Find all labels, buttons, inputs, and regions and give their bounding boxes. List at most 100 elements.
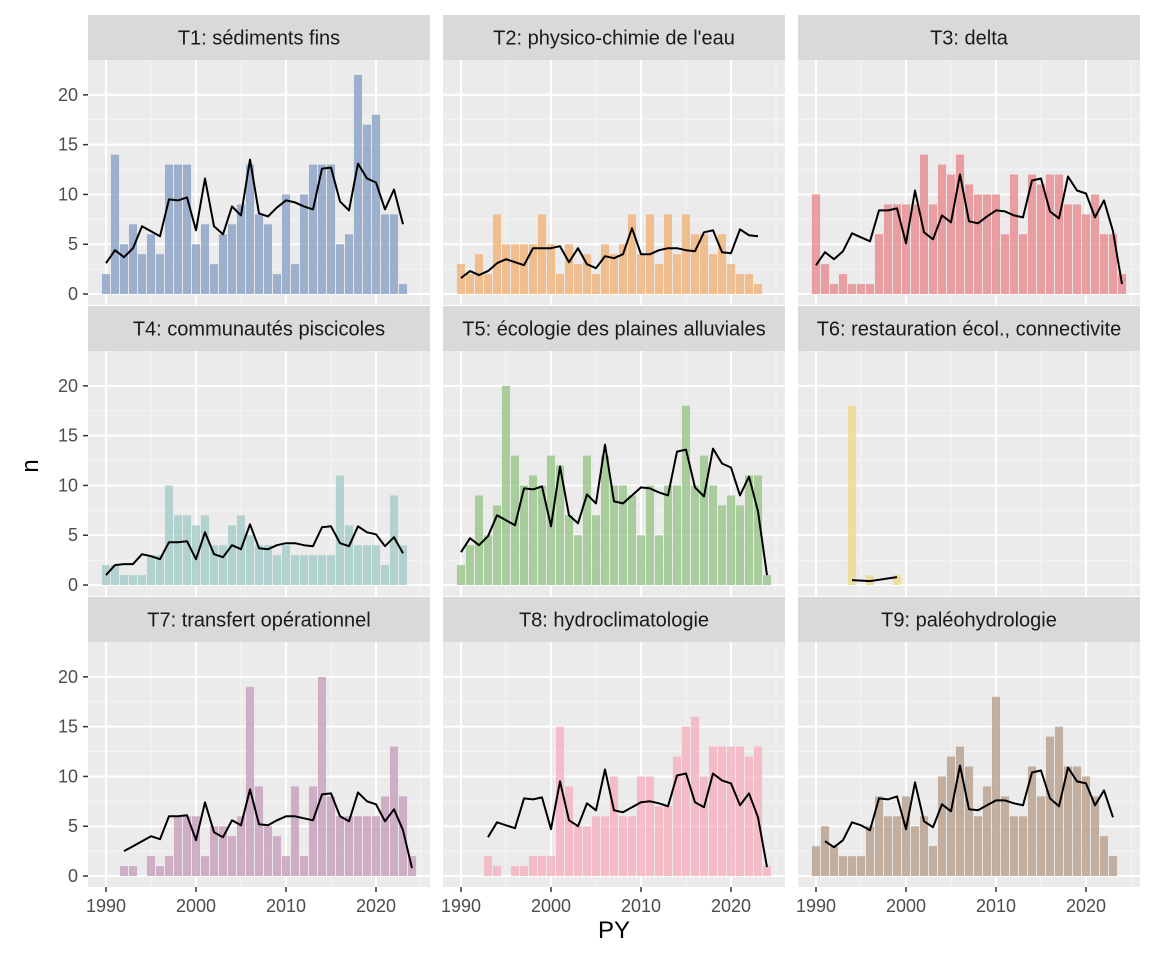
bar [299, 555, 309, 586]
bar [546, 244, 556, 295]
bar [1099, 234, 1109, 295]
bar [335, 816, 345, 877]
bar [110, 154, 120, 295]
bar [892, 204, 902, 295]
facet-strip [798, 597, 1140, 642]
bar [690, 485, 700, 586]
x-tick-label: 1990 [86, 896, 126, 916]
bar [465, 274, 475, 295]
bar [1027, 174, 1037, 295]
bar [254, 214, 264, 295]
trend-line [487, 768, 768, 868]
bar [919, 816, 929, 877]
facet-title: T4: communautés piscicoles [133, 319, 385, 341]
bar [209, 545, 219, 586]
x-tick-label: 2010 [621, 896, 661, 916]
bar [155, 866, 165, 877]
bar [380, 565, 390, 586]
bar [591, 816, 601, 877]
bar [865, 575, 875, 586]
bar [865, 826, 875, 877]
facet-panel: T4: communautés piscicoles 0 5 10 15 20 [58, 306, 430, 596]
bar [609, 254, 619, 295]
bar [236, 816, 246, 877]
bar [564, 515, 574, 586]
bar [344, 234, 354, 295]
facet-panel: T3: delta [798, 15, 1140, 305]
bar [290, 264, 300, 295]
bar [645, 776, 655, 877]
bar [1099, 836, 1109, 877]
bar [627, 214, 637, 295]
y-tick-label: 20 [58, 376, 78, 396]
bar [982, 786, 992, 877]
bar [618, 816, 628, 877]
bar [272, 555, 282, 586]
bar [290, 786, 300, 877]
bar [609, 776, 619, 877]
bar [353, 816, 363, 877]
bar [699, 455, 709, 586]
bar [1081, 214, 1091, 295]
bar [991, 194, 1001, 295]
x-tick-label: 2010 [266, 896, 306, 916]
bar [564, 786, 574, 877]
facet-strip [88, 306, 430, 351]
bar [829, 846, 839, 877]
bar [299, 194, 309, 295]
bar [191, 816, 201, 877]
bar [856, 284, 866, 295]
bar [829, 284, 839, 295]
bar [164, 856, 174, 877]
bar [456, 565, 466, 586]
bar [1054, 174, 1064, 295]
bar [1036, 184, 1046, 295]
bar [317, 676, 327, 877]
bar [600, 244, 610, 295]
bar [618, 485, 628, 586]
bar [892, 575, 902, 586]
bar [263, 545, 273, 586]
bar [937, 164, 947, 295]
bar [510, 455, 520, 586]
bar [101, 274, 111, 295]
bar [1108, 234, 1118, 295]
bar [582, 254, 592, 295]
bar [600, 816, 610, 877]
bar [636, 535, 646, 586]
bar [164, 164, 174, 295]
bar [182, 816, 192, 877]
bar [874, 234, 884, 295]
bar [209, 264, 219, 295]
bar [753, 746, 763, 877]
bar [209, 826, 219, 877]
facet-title: T7: transfert opérationnel [147, 610, 370, 632]
bar [654, 264, 664, 295]
y-axis-title: n [17, 459, 44, 472]
bar [281, 545, 291, 586]
bar [600, 455, 610, 586]
facet-title: T9: paléohydrologie [881, 610, 1057, 632]
bar [717, 746, 727, 877]
facet-strip [798, 306, 1140, 351]
bar [1072, 204, 1082, 295]
bar [811, 846, 821, 877]
facet-strip [88, 15, 430, 60]
bar [380, 214, 390, 295]
bar [663, 806, 673, 877]
y-tick-label: 10 [58, 766, 78, 786]
bar [1054, 726, 1064, 877]
bar [555, 465, 565, 586]
bar [690, 716, 700, 877]
trend-line [851, 576, 898, 583]
bar [910, 204, 920, 295]
bar [699, 776, 709, 877]
bar [398, 545, 408, 586]
bar [236, 204, 246, 295]
bar [1000, 234, 1010, 295]
y-tick-label: 5 [68, 234, 78, 254]
facet-title: T6: restauration écol., connectivite [817, 319, 1122, 341]
bar [636, 776, 646, 877]
bar [681, 726, 691, 877]
